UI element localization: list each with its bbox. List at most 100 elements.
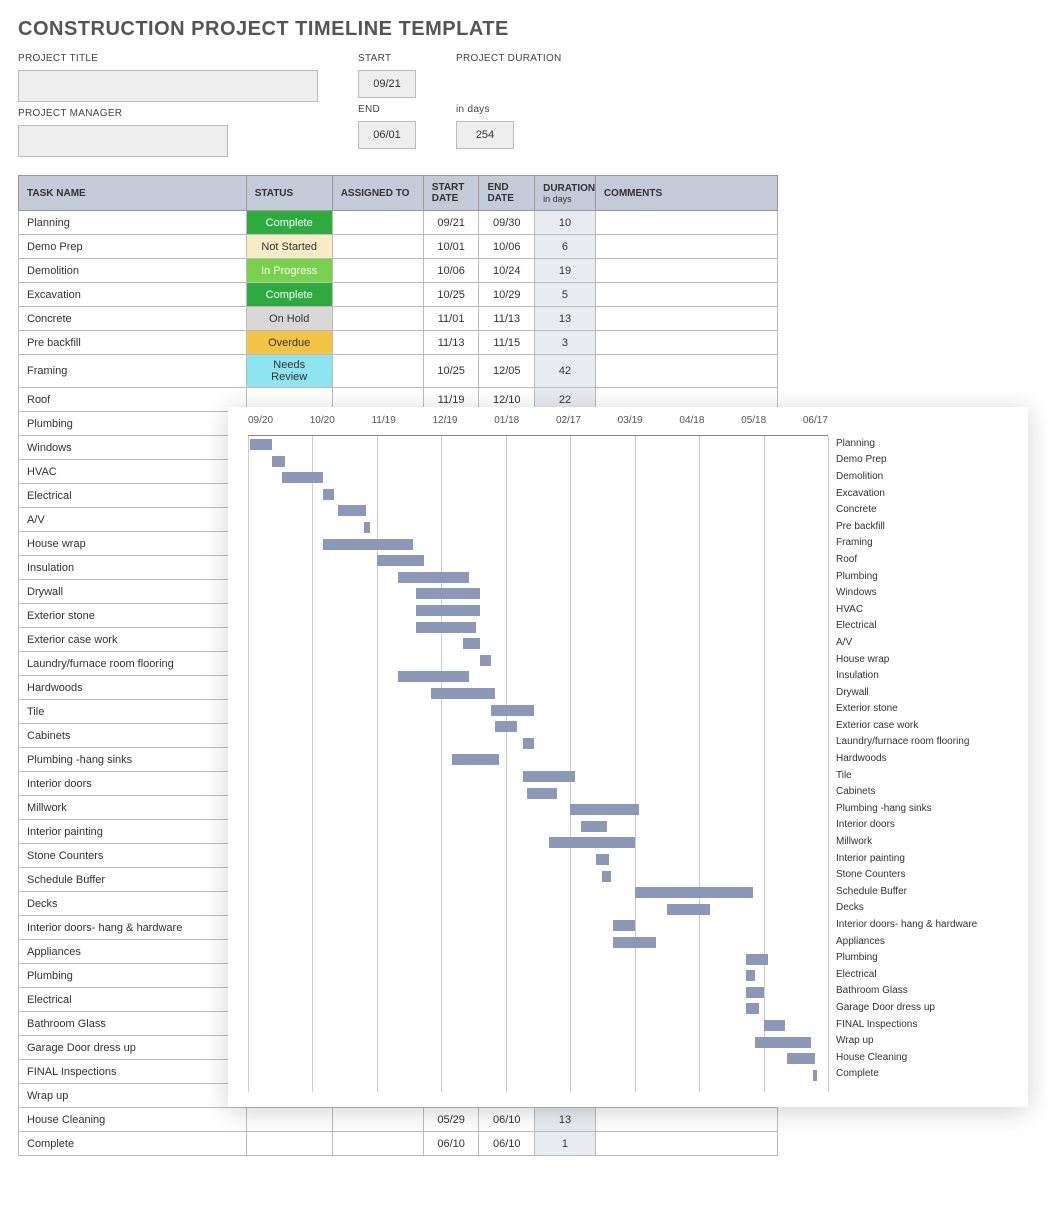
cell-task-name[interactable]: House wrap xyxy=(19,532,247,556)
cell-task-name[interactable]: Drywall xyxy=(19,580,247,604)
cell-start[interactable]: 09/21 xyxy=(423,211,479,235)
cell-status[interactable]: Overdue xyxy=(246,331,332,355)
cell-duration[interactable]: 19 xyxy=(535,259,596,283)
cell-end[interactable]: 10/29 xyxy=(479,283,535,307)
cell-duration[interactable]: 42 xyxy=(535,355,596,388)
cell-task-name[interactable]: Plumbing xyxy=(19,964,247,988)
cell-task-name[interactable]: Interior painting xyxy=(19,820,247,844)
cell-task-name[interactable]: Plumbing -hang sinks xyxy=(19,748,247,772)
cell-task-name[interactable]: Demo Prep xyxy=(19,235,247,259)
cell-comments[interactable] xyxy=(595,355,777,388)
cell-comments[interactable] xyxy=(595,235,777,259)
cell-assigned[interactable] xyxy=(332,1132,423,1156)
cell-task-name[interactable]: Pre backfill xyxy=(19,331,247,355)
cell-end[interactable]: 10/06 xyxy=(479,235,535,259)
cell-task-name[interactable]: Excavation xyxy=(19,283,247,307)
cell-task-name[interactable]: Framing xyxy=(19,355,247,388)
cell-status[interactable]: Needs Review xyxy=(246,355,332,388)
end-date-value[interactable]: 06/01 xyxy=(358,121,416,149)
cell-duration[interactable]: 13 xyxy=(535,307,596,331)
cell-task-name[interactable]: A/V xyxy=(19,508,247,532)
cell-task-name[interactable]: Millwork xyxy=(19,796,247,820)
cell-comments[interactable] xyxy=(595,1108,777,1132)
table-row[interactable]: FramingNeeds Review 10/2512/0542 xyxy=(19,355,778,388)
cell-task-name[interactable]: Schedule Buffer xyxy=(19,868,247,892)
cell-task-name[interactable]: Concrete xyxy=(19,307,247,331)
cell-duration[interactable]: 1 xyxy=(535,1132,596,1156)
table-row[interactable]: House Cleaning 05/2906/1013 xyxy=(19,1108,778,1132)
cell-assigned[interactable] xyxy=(332,355,423,388)
cell-status[interactable]: In Progress xyxy=(246,259,332,283)
cell-task-name[interactable]: Garage Door dress up xyxy=(19,1036,247,1060)
cell-end[interactable]: 11/13 xyxy=(479,307,535,331)
cell-start[interactable]: 10/01 xyxy=(423,235,479,259)
cell-duration[interactable]: 10 xyxy=(535,211,596,235)
cell-task-name[interactable]: Hardwoods xyxy=(19,676,247,700)
start-date-value[interactable]: 09/21 xyxy=(358,70,416,98)
cell-task-name[interactable]: Tile xyxy=(19,700,247,724)
cell-task-name[interactable]: Stone Counters xyxy=(19,844,247,868)
cell-task-name[interactable]: Electrical xyxy=(19,988,247,1012)
table-row[interactable]: Complete06/1006/101 xyxy=(19,1132,778,1156)
project-title-input[interactable] xyxy=(18,70,318,102)
table-row[interactable]: ConcreteOn Hold 11/0111/1313 xyxy=(19,307,778,331)
cell-comments[interactable] xyxy=(595,259,777,283)
cell-assigned[interactable] xyxy=(332,1108,423,1132)
cell-status[interactable]: Complete xyxy=(246,211,332,235)
cell-start[interactable]: 11/13 xyxy=(423,331,479,355)
cell-task-name[interactable]: Exterior case work xyxy=(19,628,247,652)
cell-task-name[interactable]: Electrical xyxy=(19,484,247,508)
cell-end[interactable]: 10/24 xyxy=(479,259,535,283)
cell-assigned[interactable] xyxy=(332,235,423,259)
cell-duration[interactable]: 13 xyxy=(535,1108,596,1132)
cell-end[interactable]: 09/30 xyxy=(479,211,535,235)
cell-end[interactable]: 06/10 xyxy=(479,1132,535,1156)
cell-status[interactable]: Complete xyxy=(246,283,332,307)
cell-task-name[interactable]: Plumbing xyxy=(19,412,247,436)
cell-task-name[interactable]: Interior doors xyxy=(19,772,247,796)
cell-task-name[interactable]: House Cleaning xyxy=(19,1108,247,1132)
cell-task-name[interactable]: Bathroom Glass xyxy=(19,1012,247,1036)
table-row[interactable]: PlanningComplete09/2109/3010 xyxy=(19,211,778,235)
cell-comments[interactable] xyxy=(595,307,777,331)
cell-start[interactable]: 06/10 xyxy=(423,1132,479,1156)
cell-task-name[interactable]: Windows xyxy=(19,436,247,460)
cell-task-name[interactable]: HVAC xyxy=(19,460,247,484)
cell-comments[interactable] xyxy=(595,331,777,355)
cell-task-name[interactable]: FINAL Inspections xyxy=(19,1060,247,1084)
cell-start[interactable]: 11/01 xyxy=(423,307,479,331)
cell-end[interactable]: 11/15 xyxy=(479,331,535,355)
cell-assigned[interactable] xyxy=(332,331,423,355)
cell-comments[interactable] xyxy=(595,283,777,307)
cell-task-name[interactable]: Roof xyxy=(19,388,247,412)
table-row[interactable]: Pre backfillOverdue 11/1311/153 xyxy=(19,331,778,355)
cell-comments[interactable] xyxy=(595,1132,777,1156)
cell-duration[interactable]: 3 xyxy=(535,331,596,355)
cell-status[interactable]: Not Started xyxy=(246,235,332,259)
cell-start[interactable]: 10/25 xyxy=(423,355,479,388)
cell-status[interactable]: On Hold xyxy=(246,307,332,331)
cell-end[interactable]: 12/05 xyxy=(479,355,535,388)
cell-duration[interactable]: 5 xyxy=(535,283,596,307)
cell-assigned[interactable] xyxy=(332,211,423,235)
table-row[interactable]: ExcavationComplete 10/2510/295 xyxy=(19,283,778,307)
cell-task-name[interactable]: Cabinets xyxy=(19,724,247,748)
cell-assigned[interactable] xyxy=(332,307,423,331)
cell-end[interactable]: 06/10 xyxy=(479,1108,535,1132)
cell-duration[interactable]: 6 xyxy=(535,235,596,259)
table-row[interactable]: DemolitionIn Progress10/0610/2419 xyxy=(19,259,778,283)
cell-task-name[interactable]: Appliances xyxy=(19,940,247,964)
cell-start[interactable]: 10/06 xyxy=(423,259,479,283)
cell-task-name[interactable]: Complete xyxy=(19,1132,247,1156)
cell-assigned[interactable] xyxy=(332,259,423,283)
cell-status[interactable] xyxy=(246,1132,332,1156)
cell-assigned[interactable] xyxy=(332,283,423,307)
cell-comments[interactable] xyxy=(595,211,777,235)
table-row[interactable]: Demo PrepNot Started 10/0110/066 xyxy=(19,235,778,259)
cell-start[interactable]: 10/25 xyxy=(423,283,479,307)
cell-task-name[interactable]: Laundry/furnace room flooring xyxy=(19,652,247,676)
cell-start[interactable]: 05/29 xyxy=(423,1108,479,1132)
project-manager-input[interactable] xyxy=(18,125,228,157)
cell-task-name[interactable]: Interior doors- hang & hardware xyxy=(19,916,247,940)
cell-task-name[interactable]: Wrap up xyxy=(19,1084,247,1108)
